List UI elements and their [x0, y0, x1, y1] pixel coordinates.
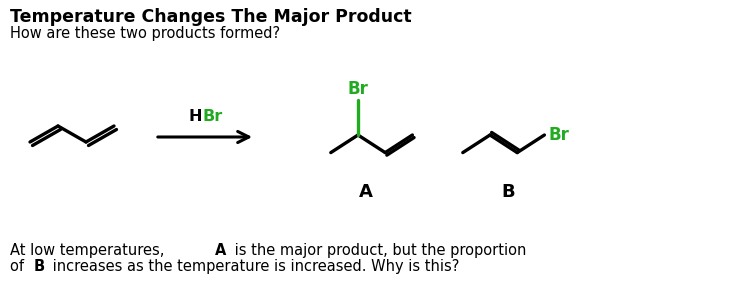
- Text: How are these two products formed?: How are these two products formed?: [10, 26, 280, 41]
- Text: Br: Br: [203, 109, 223, 124]
- Text: of: of: [10, 259, 29, 274]
- Text: B: B: [502, 183, 515, 201]
- Text: A: A: [215, 243, 227, 258]
- Text: Br: Br: [348, 80, 368, 98]
- Text: At low temperatures,: At low temperatures,: [10, 243, 169, 258]
- Text: increases as the temperature is increased. Why is this?: increases as the temperature is increase…: [48, 259, 459, 274]
- Text: B: B: [34, 259, 46, 274]
- Text: H: H: [189, 109, 202, 124]
- Text: is the major product, but the proportion: is the major product, but the proportion: [230, 243, 526, 258]
- Text: Br: Br: [548, 126, 570, 144]
- Text: Temperature Changes The Major Product: Temperature Changes The Major Product: [10, 8, 412, 26]
- Text: A: A: [359, 183, 373, 201]
